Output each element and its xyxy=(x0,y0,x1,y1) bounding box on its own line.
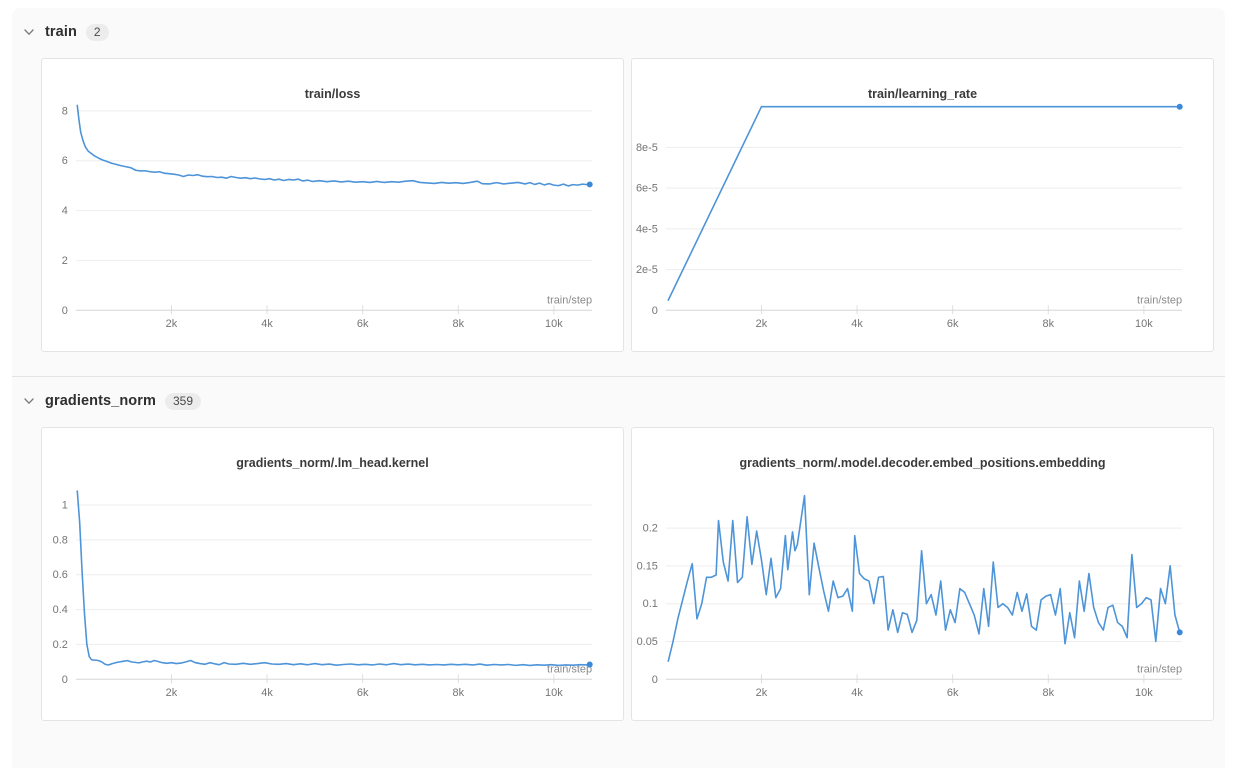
chart-plot-embed-positions-embedding[interactable]: 0 0.05 0.1 0.15 0.2 2k 4k 6k 8k 10k train/step xyxy=(632,428,1213,720)
svg-text:4: 4 xyxy=(62,205,68,217)
svg-text:4k: 4k xyxy=(261,687,273,699)
chart-card-train-learning-rate[interactable]: train/learning_rate 0 2e-5 4e-5 6e-5 8e-5 2k 4… xyxy=(631,58,1214,352)
chart-title: train/learning_rate xyxy=(867,87,978,101)
section-count-badge: 2 xyxy=(85,23,109,41)
svg-text:2: 2 xyxy=(62,255,68,267)
svg-text:4k: 4k xyxy=(851,687,863,699)
svg-text:0.15: 0.15 xyxy=(637,560,658,572)
svg-text:10k: 10k xyxy=(1135,318,1153,330)
svg-text:0: 0 xyxy=(652,305,658,317)
section-label-gradients-norm: gradients_norm xyxy=(45,393,156,409)
chart-plot-train-learning-rate[interactable]: 0 2e-5 4e-5 6e-5 8e-5 2k 4k 6k 8k 10k train/step xyxy=(632,59,1213,351)
section-count-badge: 359 xyxy=(164,392,202,410)
svg-text:2k: 2k xyxy=(166,687,178,699)
svg-text:6e-5: 6e-5 xyxy=(636,183,658,195)
chart-card-embed-positions-embedding[interactable]: gradients_norm/.model.decoder.embed_posi… xyxy=(631,427,1214,721)
svg-text:8k: 8k xyxy=(452,318,464,330)
svg-text:10k: 10k xyxy=(1135,687,1153,699)
svg-text:0.2: 0.2 xyxy=(643,523,658,535)
chart-card-lm-head-kernel[interactable]: gradients_norm/.lm_head.kernel 0 0.2 0.4 0.… xyxy=(41,427,624,721)
svg-text:0.8: 0.8 xyxy=(53,534,68,546)
svg-text:train/step: train/step xyxy=(547,663,592,675)
svg-text:2k: 2k xyxy=(166,318,178,330)
svg-text:6: 6 xyxy=(62,155,68,167)
svg-text:4e-5: 4e-5 xyxy=(636,223,658,235)
metrics-panel: train 2 train/loss 0 2 4 6 8 2k 4k 6k 8k 10k train… xyxy=(12,8,1225,768)
svg-text:0.4: 0.4 xyxy=(53,604,68,616)
charts-row-train: train/loss 0 2 4 6 8 2k 4k 6k 8k 10k train/step tr… xyxy=(12,42,1225,352)
svg-text:train/step: train/step xyxy=(1137,663,1182,675)
svg-text:6k: 6k xyxy=(357,687,369,699)
chevron-down-icon[interactable] xyxy=(22,25,36,39)
svg-text:8e-5: 8e-5 xyxy=(636,142,658,154)
charts-row-gradients-norm: gradients_norm/.lm_head.kernel 0 0.2 0.4 0.… xyxy=(12,411,1225,721)
svg-text:0.1: 0.1 xyxy=(643,598,658,610)
svg-text:6k: 6k xyxy=(947,687,959,699)
svg-text:4k: 4k xyxy=(261,318,273,330)
svg-text:6k: 6k xyxy=(947,318,959,330)
svg-text:0: 0 xyxy=(652,674,658,686)
section-header-gradients-norm[interactable]: gradients_norm 359 xyxy=(12,377,1225,411)
svg-text:4k: 4k xyxy=(851,318,863,330)
svg-text:0: 0 xyxy=(62,305,68,317)
chart-title: train/loss xyxy=(304,87,361,101)
svg-text:train/step: train/step xyxy=(1137,294,1182,306)
chart-plot-lm-head-kernel[interactable]: 0 0.2 0.4 0.6 0.8 1 2k 4k 6k 8k 10k train/step xyxy=(42,428,623,720)
chart-card-train-loss[interactable]: train/loss 0 2 4 6 8 2k 4k 6k 8k 10k train/step xyxy=(41,58,624,352)
svg-text:10k: 10k xyxy=(545,318,563,330)
svg-text:8: 8 xyxy=(62,105,68,117)
svg-text:train/step: train/step xyxy=(547,294,592,306)
chevron-down-icon[interactable] xyxy=(22,394,36,408)
section-header-train[interactable]: train 2 xyxy=(12,8,1225,42)
svg-text:6k: 6k xyxy=(357,318,369,330)
svg-text:8k: 8k xyxy=(1042,318,1054,330)
svg-text:2k: 2k xyxy=(756,318,768,330)
section-train: train 2 train/loss 0 2 4 6 8 2k 4k 6k 8k 10k train… xyxy=(12,8,1225,377)
svg-text:1: 1 xyxy=(62,500,68,512)
svg-text:0: 0 xyxy=(62,674,68,686)
chart-title: gradients_norm/.model.decoder.embed_posi… xyxy=(739,456,1106,470)
svg-text:8k: 8k xyxy=(452,687,464,699)
svg-text:0.2: 0.2 xyxy=(53,639,68,651)
svg-text:10k: 10k xyxy=(545,687,563,699)
svg-text:0.6: 0.6 xyxy=(53,569,68,581)
section-gradients-norm: gradients_norm 359 gradients_norm/.lm_he… xyxy=(12,377,1225,721)
svg-text:2e-5: 2e-5 xyxy=(636,264,658,276)
svg-text:0.05: 0.05 xyxy=(637,636,658,648)
svg-text:8k: 8k xyxy=(1042,687,1054,699)
section-label-train: train xyxy=(45,24,77,40)
svg-text:2k: 2k xyxy=(756,687,768,699)
chart-plot-train-loss[interactable]: 0 2 4 6 8 2k 4k 6k 8k 10k train/step xyxy=(42,59,623,351)
chart-title: gradients_norm/.lm_head.kernel xyxy=(236,456,429,470)
